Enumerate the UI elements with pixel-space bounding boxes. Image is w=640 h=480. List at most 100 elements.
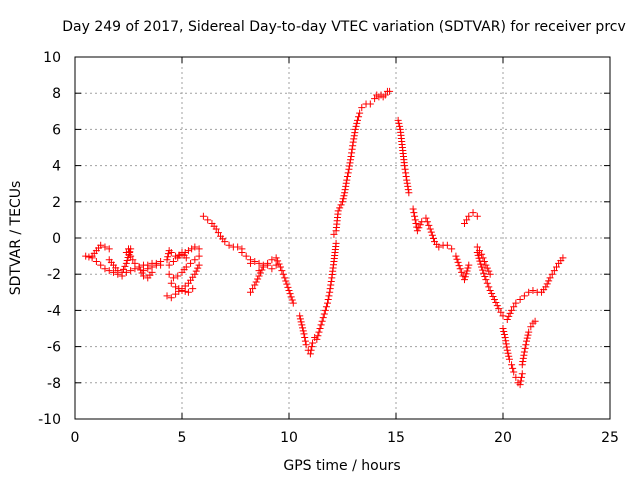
data-point xyxy=(559,254,567,262)
data-point xyxy=(340,192,348,200)
data-point xyxy=(411,212,419,220)
data-point xyxy=(195,252,203,260)
data-point xyxy=(548,270,556,278)
data-point xyxy=(326,288,334,296)
data-point xyxy=(276,263,284,271)
data-point xyxy=(332,239,340,247)
data-point xyxy=(352,122,360,130)
data-point xyxy=(129,256,137,264)
data-point xyxy=(429,234,437,242)
data-point xyxy=(510,368,518,376)
data-point xyxy=(448,245,456,253)
data-series-seg23 xyxy=(473,248,537,323)
data-point xyxy=(137,266,145,274)
data-series-seg22 xyxy=(460,209,481,228)
data-point xyxy=(300,330,308,338)
data-point xyxy=(272,254,280,262)
data-point xyxy=(345,162,353,170)
data-series-seg18 xyxy=(371,87,394,103)
data-point xyxy=(381,91,389,99)
data-series-seg20 xyxy=(409,205,456,253)
data-point xyxy=(502,340,510,348)
data-point xyxy=(503,346,511,354)
data-point xyxy=(259,263,267,271)
data-point xyxy=(502,337,510,345)
data-point xyxy=(318,317,326,325)
data-point xyxy=(479,266,487,274)
data-point xyxy=(475,247,483,255)
data-point xyxy=(473,212,481,220)
x-tick-label: 10 xyxy=(280,430,298,446)
data-point xyxy=(169,258,177,266)
data-point xyxy=(464,264,472,272)
data-point xyxy=(184,288,192,296)
data-point xyxy=(289,299,297,307)
data-point xyxy=(127,252,135,260)
data-point xyxy=(148,268,156,276)
data-point xyxy=(495,305,503,313)
data-series-seg17 xyxy=(330,100,374,238)
data-point xyxy=(246,288,254,296)
data-point xyxy=(281,274,289,282)
data-point xyxy=(409,205,417,213)
data-point xyxy=(462,270,470,278)
data-series-seg15 xyxy=(255,261,280,275)
data-point xyxy=(509,364,517,372)
data-point xyxy=(520,348,528,356)
data-point xyxy=(342,182,350,190)
data-point xyxy=(435,243,443,251)
data-point xyxy=(307,346,315,354)
data-point xyxy=(343,172,351,180)
data-series-seg16 xyxy=(296,239,340,358)
data-point xyxy=(163,256,171,264)
data-point xyxy=(508,361,516,369)
data-point xyxy=(238,248,246,256)
data-point xyxy=(187,259,195,267)
data-point xyxy=(138,269,146,277)
data-point xyxy=(347,156,355,164)
data-point xyxy=(178,286,186,294)
data-point xyxy=(135,263,143,271)
data-point xyxy=(279,270,287,278)
data-point xyxy=(221,238,229,246)
data-point xyxy=(350,135,358,143)
data-point xyxy=(192,267,200,275)
data-point xyxy=(518,370,526,378)
data-series-seg27 xyxy=(533,254,567,296)
data-point xyxy=(272,261,280,269)
data-point xyxy=(268,256,276,264)
data-series-seg5 xyxy=(135,263,156,282)
data-point xyxy=(481,272,489,280)
data-point xyxy=(428,231,436,239)
data-point xyxy=(184,247,192,255)
data-point xyxy=(275,260,283,268)
data-point xyxy=(163,292,171,300)
data-point xyxy=(422,214,430,222)
data-point xyxy=(324,299,332,307)
data-point xyxy=(341,189,349,197)
data-point xyxy=(348,145,356,153)
data-point xyxy=(453,255,461,263)
data-point xyxy=(324,296,332,304)
data-point xyxy=(455,262,463,270)
data-point xyxy=(204,216,212,224)
data-point xyxy=(412,220,420,228)
axis-ticks: 0 5 10 15 20 25 -10 -8 -6 -4 -2 0 2 4 6 8 10 xyxy=(38,50,619,446)
data-point xyxy=(341,186,349,194)
data-point xyxy=(465,261,473,269)
data-point xyxy=(182,254,190,262)
data-series-seg19 xyxy=(394,116,413,197)
data-point xyxy=(282,277,290,285)
data-point xyxy=(518,373,526,381)
data-point xyxy=(346,159,354,167)
data-point xyxy=(195,245,203,253)
data-point xyxy=(306,350,314,358)
data-point xyxy=(353,116,361,124)
data-point xyxy=(188,245,196,253)
data-point xyxy=(517,377,525,385)
data-point xyxy=(506,309,514,317)
data-point xyxy=(426,225,434,233)
data-point xyxy=(296,315,304,323)
data-point xyxy=(512,299,520,307)
data-point xyxy=(268,265,276,273)
